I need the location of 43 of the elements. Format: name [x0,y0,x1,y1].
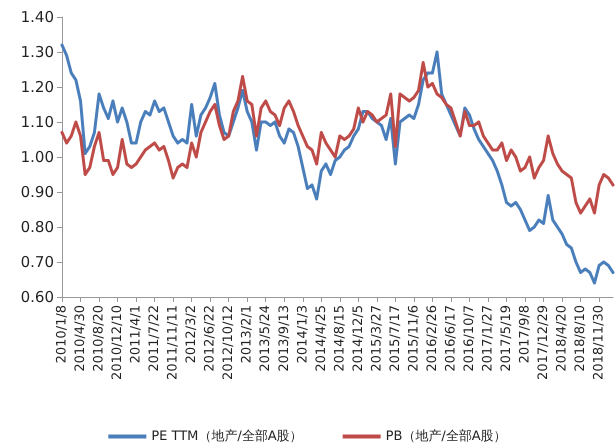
y-tick-label: 1.20 [20,78,54,96]
x-tick-label: 2012/3/2 [184,305,200,364]
y-tick-label: 0.80 [20,218,54,236]
x-tick-label: 2013/9/13 [276,305,292,372]
x-tick-label: 2012/10/12 [221,305,236,380]
x-tick-label: 2016/2/26 [424,305,440,372]
x-tick-label: 2014/4/25 [314,305,329,372]
x-tick-label: 2011/7/22 [147,305,162,372]
x-tick-label: 2018/11/30 [592,305,607,380]
x-tick-label: 2010/8/20 [92,305,107,372]
x-tick-label: 2015/3/27 [369,305,384,372]
x-tick-label: 2011/4/1 [128,305,144,364]
x-tick-label: 2012/6/22 [202,305,218,372]
y-tick-label: 0.60 [20,288,54,306]
x-tick-label: 2014/12/5 [350,305,366,372]
x-tick-label: 2018/8/10 [573,305,588,372]
x-tick-label: 2015/7/17 [388,305,403,372]
x-tick-label: 2017/12/29 [536,305,552,380]
x-tick-label: 2016/10/7 [462,305,477,372]
y-tick-label: 1.40 [20,8,54,26]
y-tick-label: 1.30 [20,43,54,61]
x-tick-label: 2010/4/30 [73,305,88,372]
x-tick-label: 2010/1/8 [54,305,70,364]
y-tick-label: 1.10 [20,113,54,131]
legend-label: PB（地产/全部A股） [386,429,507,444]
x-tick-label: 2017/9/8 [518,305,533,364]
line-series [60,61,614,214]
legend-label: PE TTM（地产/全部A股） [151,429,303,444]
x-tick-label: 2016/6/17 [443,305,458,372]
x-tick-label: 2015/11/6 [406,305,422,372]
x-tick-label: 2018/4/20 [554,305,570,372]
line-series [60,44,614,284]
x-tick-label: 2010/12/10 [110,305,126,380]
x-tick-label: 2011/11/11 [166,305,181,380]
y-tick-label: 0.90 [20,183,54,201]
x-tick-label: 2013/5/24 [258,305,274,372]
x-tick-label: 2014/1/3 [295,305,310,364]
x-tick-label: 2017/5/19 [499,305,514,372]
x-tick-label: 2013/2/1 [240,305,255,364]
x-tick-label: 2014/8/15 [332,305,348,372]
y-tick-label: 1.00 [20,148,54,166]
x-tick-label: 2017/1/27 [480,305,496,372]
y-tick-label: 0.70 [20,253,54,271]
